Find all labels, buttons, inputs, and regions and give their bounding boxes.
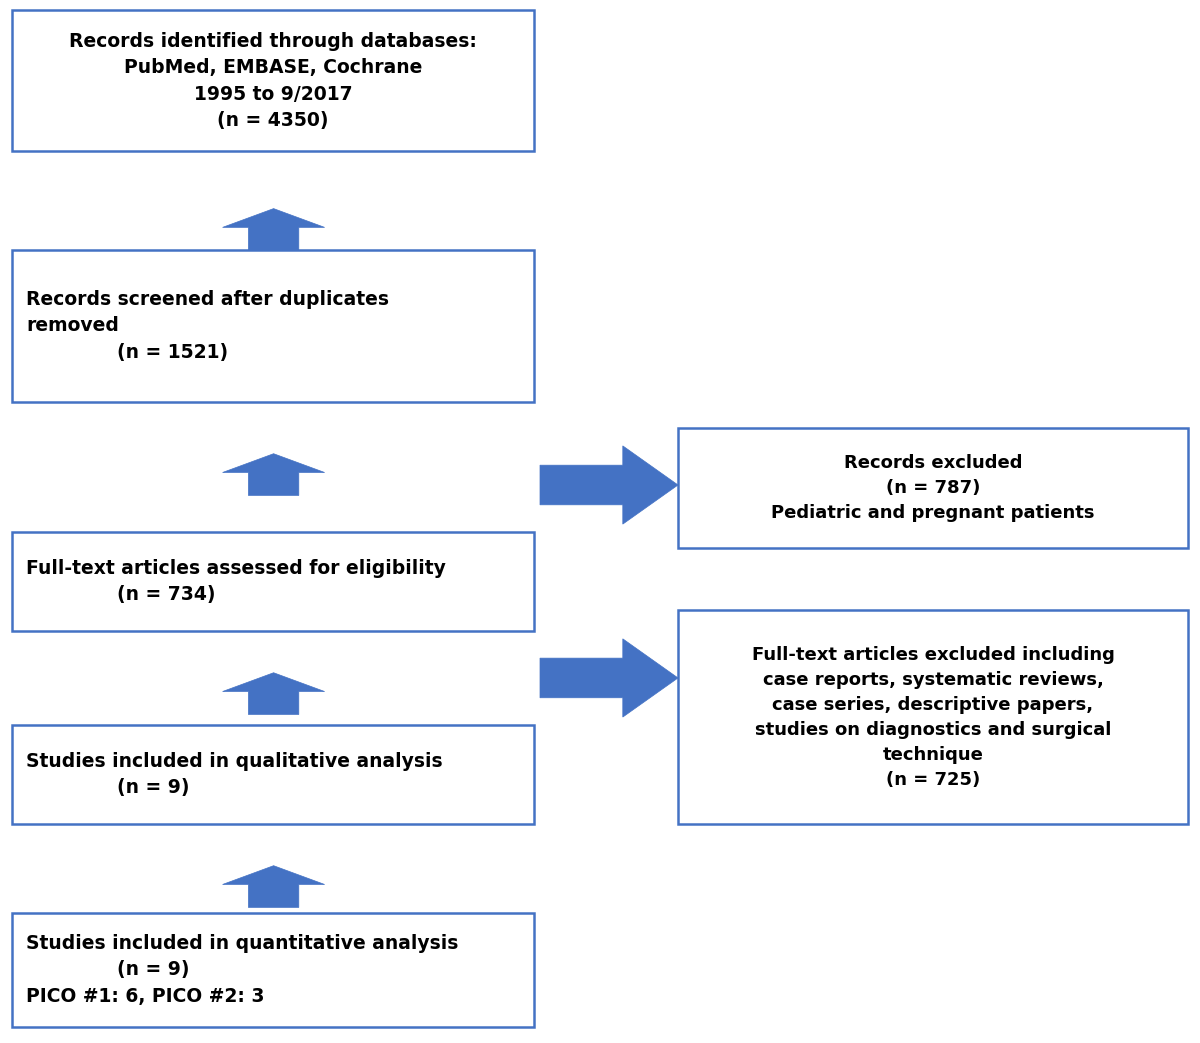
Text: Full-text articles assessed for eligibility
              (n = 734): Full-text articles assessed for eligibil… bbox=[26, 559, 446, 604]
Polygon shape bbox=[540, 638, 678, 718]
Polygon shape bbox=[223, 673, 324, 714]
FancyBboxPatch shape bbox=[12, 250, 534, 402]
Polygon shape bbox=[223, 866, 324, 907]
Polygon shape bbox=[540, 446, 678, 524]
FancyBboxPatch shape bbox=[12, 725, 534, 824]
FancyBboxPatch shape bbox=[12, 532, 534, 631]
Text: Studies included in qualitative analysis
              (n = 9): Studies included in qualitative analysis… bbox=[26, 752, 443, 797]
Polygon shape bbox=[223, 209, 324, 250]
Polygon shape bbox=[223, 454, 324, 495]
Text: Full-text articles excluded including
case reports, systematic reviews,
case ser: Full-text articles excluded including ca… bbox=[751, 646, 1115, 789]
Text: Records identified through databases:
PubMed, EMBASE, Cochrane
1995 to 9/2017
(n: Records identified through databases: Pu… bbox=[70, 31, 476, 130]
Text: Studies included in quantitative analysis
              (n = 9)
PICO #1: 6, PICO: Studies included in quantitative analysi… bbox=[26, 933, 458, 1006]
Text: Records screened after duplicates
removed
              (n = 1521): Records screened after duplicates remove… bbox=[26, 290, 389, 362]
FancyBboxPatch shape bbox=[678, 610, 1188, 824]
FancyBboxPatch shape bbox=[678, 428, 1188, 548]
FancyBboxPatch shape bbox=[12, 10, 534, 151]
FancyBboxPatch shape bbox=[12, 913, 534, 1027]
Text: Records excluded
(n = 787)
Pediatric and pregnant patients: Records excluded (n = 787) Pediatric and… bbox=[772, 454, 1094, 522]
